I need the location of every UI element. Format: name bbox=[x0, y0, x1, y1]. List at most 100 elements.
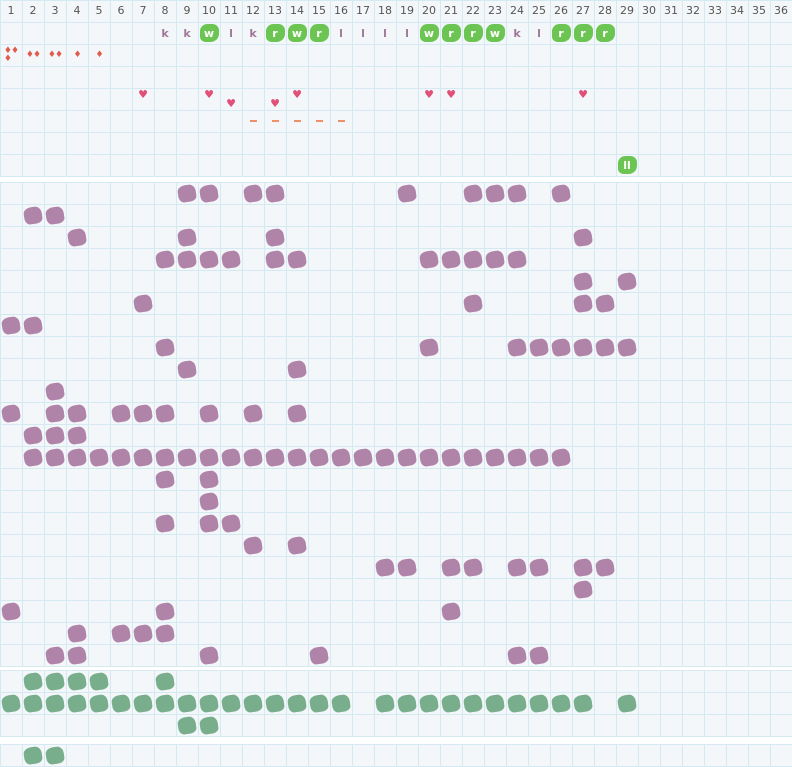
heart-cell[interactable]: ♥ bbox=[220, 92, 242, 114]
purple-cell[interactable] bbox=[594, 556, 616, 578]
dash-cell[interactable] bbox=[330, 110, 352, 132]
purple-cell[interactable] bbox=[44, 380, 66, 402]
purple-cell[interactable] bbox=[286, 534, 308, 556]
dash-cell[interactable] bbox=[308, 110, 330, 132]
sage-cell[interactable] bbox=[132, 692, 154, 714]
purple-cell[interactable] bbox=[66, 226, 88, 248]
purple-cell[interactable] bbox=[550, 446, 572, 468]
sage-cell[interactable] bbox=[198, 714, 220, 736]
purple-cell[interactable] bbox=[462, 446, 484, 468]
sage-cell[interactable] bbox=[396, 692, 418, 714]
sage-cell[interactable] bbox=[550, 692, 572, 714]
purple-cell[interactable] bbox=[22, 314, 44, 336]
purple-cell[interactable] bbox=[352, 446, 374, 468]
drop-cell[interactable]: ♦ bbox=[88, 44, 110, 66]
purple-cell[interactable] bbox=[286, 402, 308, 424]
sage-cell[interactable] bbox=[44, 744, 66, 766]
sage-cell[interactable] bbox=[484, 692, 506, 714]
purple-cell[interactable] bbox=[594, 336, 616, 358]
purple-cell[interactable] bbox=[528, 644, 550, 666]
purple-cell[interactable] bbox=[198, 446, 220, 468]
purple-cell[interactable] bbox=[66, 424, 88, 446]
purple-cell[interactable] bbox=[132, 402, 154, 424]
purple-cell[interactable] bbox=[242, 402, 264, 424]
sage-cell[interactable] bbox=[220, 692, 242, 714]
sage-cell[interactable] bbox=[528, 692, 550, 714]
purple-cell[interactable] bbox=[198, 402, 220, 424]
letter-cell[interactable]: k bbox=[154, 22, 176, 44]
purple-cell[interactable] bbox=[22, 446, 44, 468]
letter-cell[interactable]: r bbox=[594, 22, 616, 44]
purple-cell[interactable] bbox=[264, 182, 286, 204]
dash-cell[interactable] bbox=[242, 110, 264, 132]
purple-cell[interactable] bbox=[616, 270, 638, 292]
letter-cell[interactable]: w bbox=[484, 22, 506, 44]
sage-cell[interactable] bbox=[66, 692, 88, 714]
purple-cell[interactable] bbox=[418, 336, 440, 358]
purple-cell[interactable] bbox=[176, 248, 198, 270]
letter-cell[interactable]: l bbox=[396, 22, 418, 44]
heart-cell[interactable]: ♥ bbox=[286, 83, 308, 105]
sage-cell[interactable] bbox=[110, 692, 132, 714]
marker-cell[interactable]: ll bbox=[616, 154, 638, 176]
purple-cell[interactable] bbox=[418, 248, 440, 270]
sage-cell[interactable] bbox=[154, 670, 176, 692]
purple-cell[interactable] bbox=[506, 644, 528, 666]
purple-cell[interactable] bbox=[198, 248, 220, 270]
purple-cell[interactable] bbox=[198, 644, 220, 666]
sage-cell[interactable] bbox=[154, 692, 176, 714]
sage-cell[interactable] bbox=[176, 692, 198, 714]
dash-cell[interactable] bbox=[264, 110, 286, 132]
letter-cell[interactable]: l bbox=[220, 22, 242, 44]
purple-cell[interactable] bbox=[484, 446, 506, 468]
purple-cell[interactable] bbox=[572, 578, 594, 600]
letter-cell[interactable]: r bbox=[572, 22, 594, 44]
letter-cell[interactable]: r bbox=[550, 22, 572, 44]
dash-cell[interactable] bbox=[286, 110, 308, 132]
purple-cell[interactable] bbox=[440, 248, 462, 270]
purple-cell[interactable] bbox=[462, 556, 484, 578]
purple-cell[interactable] bbox=[44, 204, 66, 226]
purple-cell[interactable] bbox=[176, 182, 198, 204]
purple-cell[interactable] bbox=[572, 292, 594, 314]
purple-cell[interactable] bbox=[242, 446, 264, 468]
purple-cell[interactable] bbox=[506, 248, 528, 270]
purple-cell[interactable] bbox=[440, 446, 462, 468]
sage-cell[interactable] bbox=[506, 692, 528, 714]
purple-cell[interactable] bbox=[154, 622, 176, 644]
purple-cell[interactable] bbox=[506, 336, 528, 358]
heart-cell[interactable]: ♥ bbox=[132, 83, 154, 105]
purple-cell[interactable] bbox=[506, 182, 528, 204]
purple-cell[interactable] bbox=[154, 446, 176, 468]
sage-cell[interactable] bbox=[22, 670, 44, 692]
sage-cell[interactable] bbox=[330, 692, 352, 714]
purple-cell[interactable] bbox=[66, 622, 88, 644]
purple-cell[interactable] bbox=[440, 556, 462, 578]
purple-cell[interactable] bbox=[132, 622, 154, 644]
purple-cell[interactable] bbox=[264, 248, 286, 270]
letter-cell[interactable]: r bbox=[264, 22, 286, 44]
purple-cell[interactable] bbox=[132, 292, 154, 314]
sage-cell[interactable] bbox=[88, 670, 110, 692]
purple-cell[interactable] bbox=[22, 204, 44, 226]
purple-cell[interactable] bbox=[22, 424, 44, 446]
letter-cell[interactable]: l bbox=[374, 22, 396, 44]
purple-cell[interactable] bbox=[198, 512, 220, 534]
sage-cell[interactable] bbox=[44, 670, 66, 692]
letter-cell[interactable]: r bbox=[440, 22, 462, 44]
sage-cell[interactable] bbox=[198, 692, 220, 714]
purple-cell[interactable] bbox=[220, 446, 242, 468]
heart-cell[interactable]: ♥ bbox=[418, 83, 440, 105]
sage-cell[interactable] bbox=[462, 692, 484, 714]
purple-cell[interactable] bbox=[484, 182, 506, 204]
purple-cell[interactable] bbox=[396, 556, 418, 578]
sage-cell[interactable] bbox=[44, 692, 66, 714]
sage-cell[interactable] bbox=[66, 670, 88, 692]
purple-cell[interactable] bbox=[550, 336, 572, 358]
drop-cell[interactable]: ♦♦ ♦ bbox=[0, 44, 22, 66]
purple-cell[interactable] bbox=[176, 226, 198, 248]
purple-cell[interactable] bbox=[198, 468, 220, 490]
purple-cell[interactable] bbox=[550, 182, 572, 204]
sage-cell[interactable] bbox=[88, 692, 110, 714]
purple-cell[interactable] bbox=[572, 270, 594, 292]
